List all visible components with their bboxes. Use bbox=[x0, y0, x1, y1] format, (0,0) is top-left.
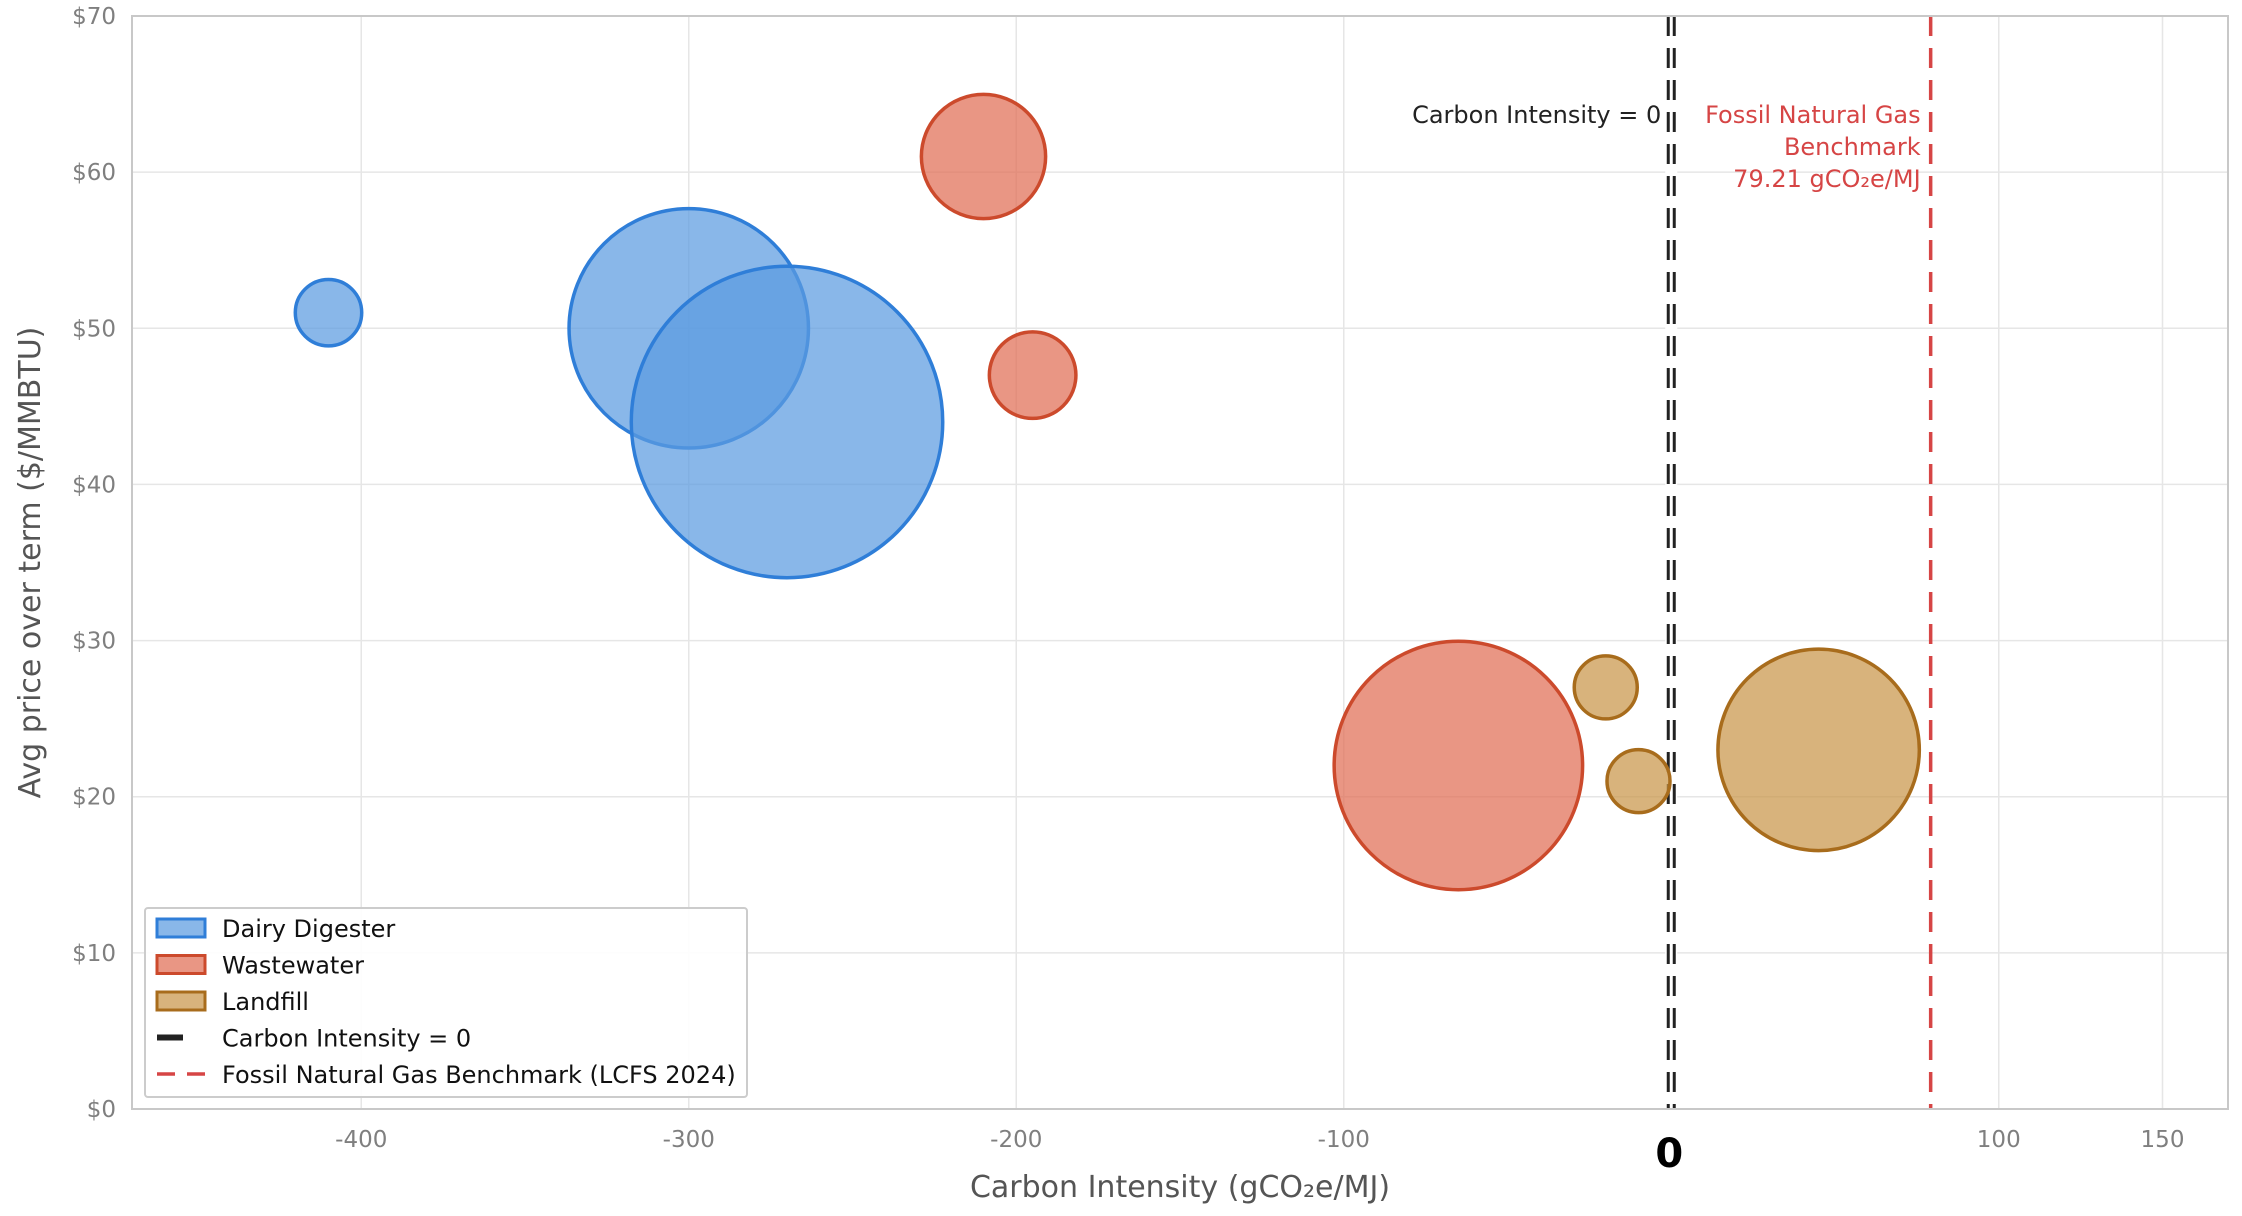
legend-swatch bbox=[155, 954, 207, 975]
y-tick-label: $50 bbox=[72, 316, 116, 342]
bubbles bbox=[293, 92, 1922, 892]
x-tick-label: -300 bbox=[663, 1127, 715, 1153]
legend-box bbox=[144, 907, 748, 1098]
landfill-bubble bbox=[1716, 647, 1922, 853]
y-axis-label: Avg price over term ($/MMBTU) bbox=[13, 327, 48, 799]
y-tick-label: $70 bbox=[72, 4, 116, 30]
wastewater-bubble bbox=[1332, 639, 1585, 892]
legend-swatch bbox=[155, 990, 207, 1012]
dairy-digester-bubble bbox=[629, 264, 945, 580]
legend-label: Wastewater bbox=[222, 952, 364, 980]
benchmark-annotation-line: Benchmark bbox=[1784, 133, 1921, 161]
legend-swatch bbox=[155, 917, 207, 939]
x-tick-label: 150 bbox=[2141, 1127, 2185, 1153]
y-tick-label: $20 bbox=[72, 785, 116, 811]
y-tick-label: $10 bbox=[72, 941, 116, 967]
landfill-bubble bbox=[1572, 654, 1639, 721]
x-axis-ticks: -400 -300 -200 -100 100 150 bbox=[335, 1127, 2184, 1153]
legend-label: Fossil Natural Gas Benchmark (LCFS 2024) bbox=[222, 1061, 736, 1089]
zero-line-annotation: Carbon Intensity = 0 bbox=[1412, 101, 1661, 129]
y-tick-label: $30 bbox=[72, 629, 116, 655]
benchmark-annotation-line: 79.21 gCO₂e/MJ bbox=[1733, 165, 1920, 193]
plot-frame bbox=[131, 15, 2229, 1110]
y-axis-ticks: $0 $10 $20 $30 $40 $50 $60 $70 bbox=[72, 4, 116, 1123]
legend-label: Landfill bbox=[222, 988, 309, 1016]
x-tick-label: -100 bbox=[1318, 1127, 1370, 1153]
landfill-bubble bbox=[1605, 747, 1672, 815]
x-tick-label: 100 bbox=[1977, 1127, 2021, 1153]
benchmark-annotation-line: Fossil Natural Gas bbox=[1705, 101, 1921, 129]
x-axis-label: Carbon Intensity (gCO₂e/MJ) bbox=[970, 1170, 1390, 1205]
dairy-digester-bubble bbox=[293, 277, 364, 348]
y-tick-label: $40 bbox=[72, 472, 116, 498]
wastewater-bubble bbox=[987, 330, 1078, 421]
reference-lines bbox=[1665, 16, 1933, 1109]
wastewater-bubble bbox=[919, 92, 1048, 221]
legend-label: Carbon Intensity = 0 bbox=[222, 1025, 471, 1053]
legend: Dairy Digester Wastewater Landfill Carbon I… bbox=[144, 907, 748, 1098]
y-tick-label: $0 bbox=[87, 1097, 116, 1123]
legend-label: Dairy Digester bbox=[222, 915, 395, 943]
x-tick-label: -200 bbox=[990, 1127, 1042, 1153]
x-tick-label: -400 bbox=[335, 1127, 387, 1153]
x-zero-label: 0 bbox=[1655, 1131, 1683, 1177]
reference-annotations: Carbon Intensity = 0 Fossil Natural Gas Be… bbox=[1412, 101, 1921, 193]
y-tick-label: $60 bbox=[72, 160, 116, 186]
